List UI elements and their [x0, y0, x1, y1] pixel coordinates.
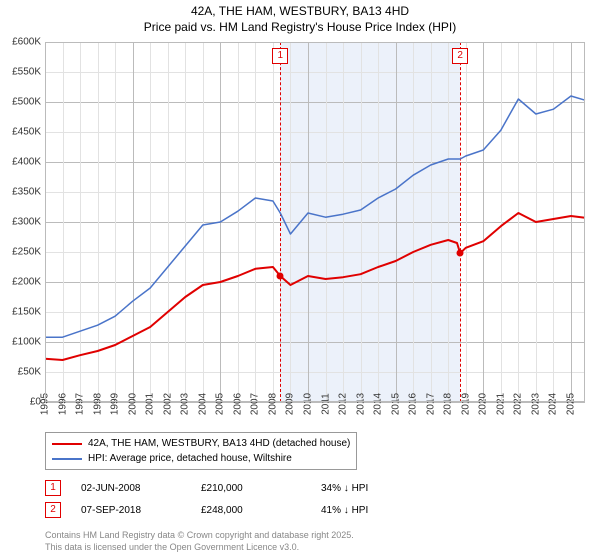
chart-container: 42A, THE HAM, WESTBURY, BA13 4HD Price p…: [0, 0, 600, 560]
title-line-2: Price paid vs. HM Land Registry's House …: [0, 20, 600, 36]
series-hpi: [45, 96, 585, 337]
legend-swatch-property: [52, 443, 82, 445]
legend-label-property: 42A, THE HAM, WESTBURY, BA13 4HD (detach…: [88, 436, 350, 451]
y-tick-label: £150K: [12, 307, 41, 318]
sale-diff-1: 34% ↓ HPI: [321, 483, 441, 494]
y-tick-label: £250K: [12, 247, 41, 258]
y-tick-label: £100K: [12, 337, 41, 348]
footer-line-1: Contains HM Land Registry data © Crown c…: [45, 530, 354, 542]
footer-line-2: This data is licensed under the Open Gov…: [45, 542, 354, 554]
footer: Contains HM Land Registry data © Crown c…: [45, 530, 354, 553]
sale-row-1: 1 02-JUN-2008 £210,000 34% ↓ HPI: [45, 480, 441, 496]
legend-swatch-hpi: [52, 458, 82, 460]
series-property: [45, 213, 585, 360]
chart-area: £0£50K£100K£150K£200K£250K£300K£350K£400…: [45, 42, 585, 402]
sale-diff-2: 41% ↓ HPI: [321, 505, 441, 516]
y-tick-label: £350K: [12, 187, 41, 198]
title-block: 42A, THE HAM, WESTBURY, BA13 4HD Price p…: [0, 0, 600, 35]
legend-row-property: 42A, THE HAM, WESTBURY, BA13 4HD (detach…: [52, 436, 350, 451]
y-tick-label: £300K: [12, 217, 41, 228]
legend-label-hpi: HPI: Average price, detached house, Wilt…: [88, 451, 292, 466]
legend-box: 42A, THE HAM, WESTBURY, BA13 4HD (detach…: [45, 432, 357, 470]
sale-date-2: 07-SEP-2018: [81, 505, 201, 516]
y-tick-label: £200K: [12, 277, 41, 288]
y-tick-label: £600K: [12, 37, 41, 48]
y-tick-label: £50K: [18, 367, 41, 378]
sale-marker-1: 1: [45, 480, 61, 496]
sale-date-1: 02-JUN-2008: [81, 483, 201, 494]
sale-row-2: 2 07-SEP-2018 £248,000 41% ↓ HPI: [45, 502, 441, 518]
sale-marker-2: 2: [45, 502, 61, 518]
sale-price-1: £210,000: [201, 483, 321, 494]
legend-row-hpi: HPI: Average price, detached house, Wilt…: [52, 451, 350, 466]
sales-table: 1 02-JUN-2008 £210,000 34% ↓ HPI 2 07-SE…: [45, 480, 441, 524]
y-tick-label: £400K: [12, 157, 41, 168]
y-tick-label: £550K: [12, 67, 41, 78]
sale-price-2: £248,000: [201, 505, 321, 516]
y-tick-label: £450K: [12, 127, 41, 138]
title-line-1: 42A, THE HAM, WESTBURY, BA13 4HD: [0, 4, 600, 20]
y-tick-label: £500K: [12, 97, 41, 108]
series-svg: [45, 42, 585, 402]
